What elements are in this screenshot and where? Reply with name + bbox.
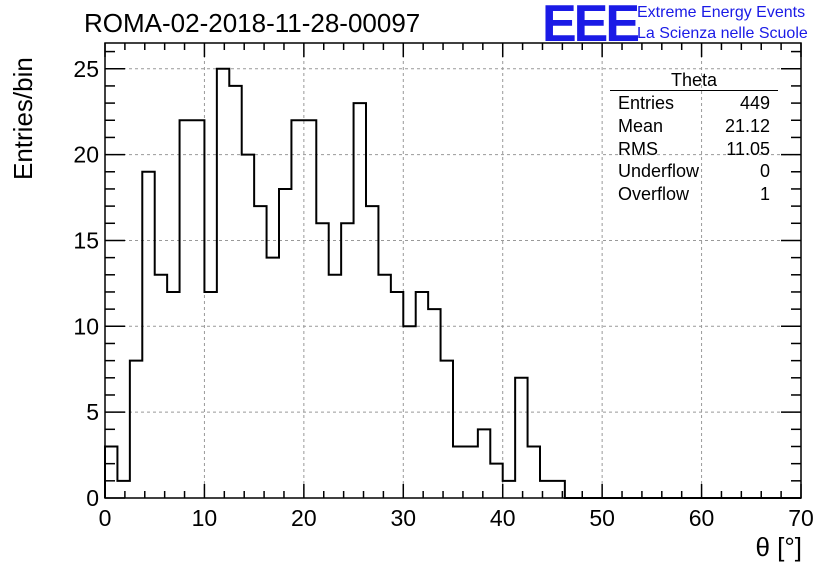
stats-box: Theta Entries 449 Mean 21.12 RMS 11.05 Underfl… bbox=[610, 70, 778, 206]
stats-label: Entries bbox=[618, 93, 675, 113]
stats-row-entries: Entries 449 bbox=[610, 92, 778, 115]
x-tick-label: 20 bbox=[291, 505, 317, 531]
y-tick-label: 5 bbox=[86, 399, 99, 425]
eee-logo: EEE bbox=[542, 0, 640, 53]
x-tick-label: 40 bbox=[490, 505, 516, 531]
logo-line-2: La Scienza nelle Scuole bbox=[637, 25, 808, 42]
y-tick-label: 10 bbox=[73, 313, 99, 339]
stats-row-rms: RMS 11.05 bbox=[610, 138, 778, 161]
stats-value: 0 bbox=[759, 161, 770, 182]
stats-rows: Entries 449 Mean 21.12 RMS 11.05 Underflow 0 Ove… bbox=[610, 92, 778, 206]
x-axis-label: θ [°] bbox=[755, 532, 802, 562]
logo-line-1: Extreme Energy Events bbox=[637, 4, 806, 21]
x-tick-label: 70 bbox=[788, 505, 814, 531]
y-tick-label: 20 bbox=[73, 142, 99, 168]
stats-row-underflow: Underflow 0 bbox=[610, 160, 778, 183]
stats-label: Underflow bbox=[618, 161, 700, 182]
x-tick-label: 0 bbox=[99, 505, 112, 531]
stats-label: Overflow bbox=[618, 184, 690, 205]
stats-value: 21.12 bbox=[724, 115, 770, 136]
y-tick-label: 0 bbox=[86, 485, 99, 511]
x-tick-label: 30 bbox=[390, 505, 416, 531]
plot-frame bbox=[104, 42, 802, 499]
x-tick-label: 60 bbox=[689, 505, 715, 531]
x-tick-label: 50 bbox=[589, 505, 615, 531]
stats-label: Mean bbox=[618, 115, 664, 136]
y-axis-label: Entries/bin bbox=[8, 57, 38, 180]
stats-title: Theta bbox=[610, 70, 778, 91]
y-tick-label: 15 bbox=[73, 227, 99, 253]
chart-title: ROMA-02-2018-11-28-00097 bbox=[84, 8, 421, 38]
x-tick-label: 10 bbox=[192, 505, 218, 531]
stats-value: 1 bbox=[759, 184, 770, 205]
stats-row-mean: Mean 21.12 bbox=[610, 115, 778, 138]
stats-value: 11.05 bbox=[726, 138, 770, 159]
y-axis-label-wrap: Entries/bin bbox=[8, 57, 42, 340]
stats-label: RMS bbox=[618, 138, 658, 159]
stats-value: 449 bbox=[739, 93, 770, 113]
stats-row-overflow: Overflow 1 bbox=[610, 183, 778, 206]
y-tick-label: 25 bbox=[73, 56, 99, 82]
axes bbox=[104, 42, 802, 499]
